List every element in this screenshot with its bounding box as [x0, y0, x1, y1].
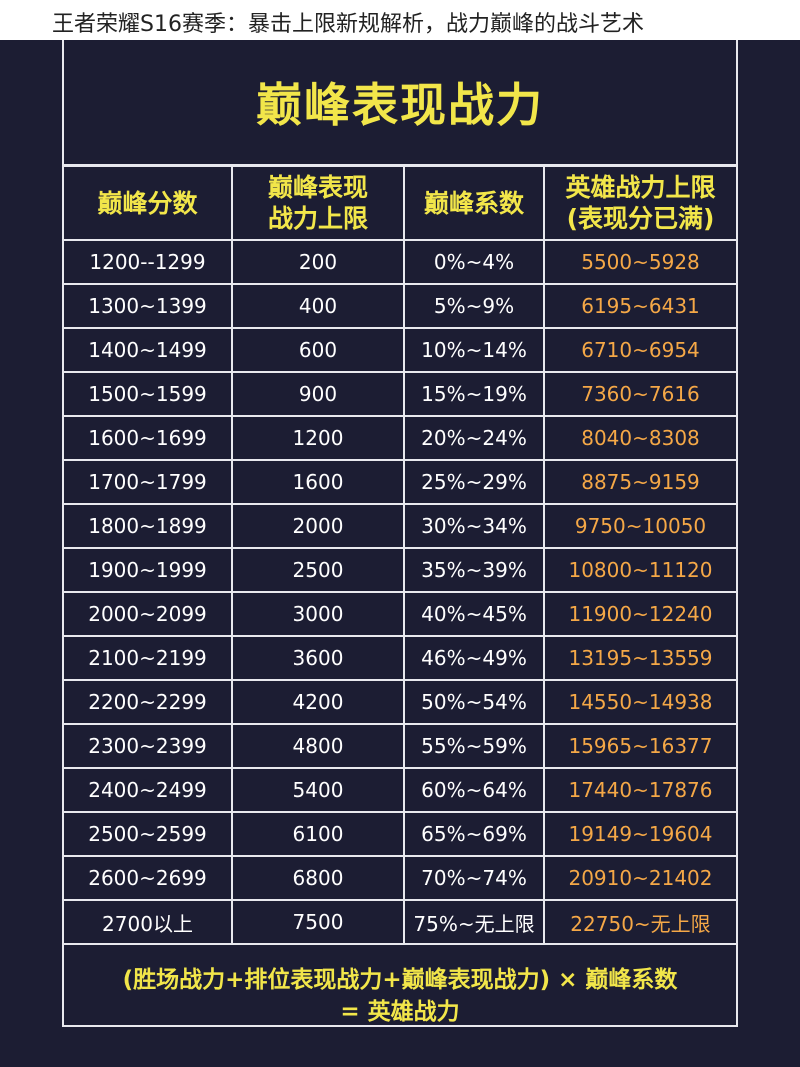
- cell-coefficient: 46%~49%: [403, 635, 545, 681]
- table-row: 1300~1399 400 5%~9% 6195~6431: [64, 283, 736, 329]
- card-title: 巅峰表现战力: [256, 78, 544, 132]
- cell-hero-power-cap: 15965~16377: [543, 723, 736, 769]
- cell-coefficient: 15%~19%: [403, 371, 545, 417]
- cell-hero-power-cap: 9750~10050: [543, 503, 736, 549]
- cell-coefficient: 75%~无上限: [403, 899, 545, 945]
- power-table-card: 巅峰表现战力 巅峰分数 巅峰表现 战力上限 巅峰系数 英雄战力上限 (表现分已满…: [62, 40, 738, 1027]
- table-row: 2400~2499 5400 60%~64% 17440~17876: [64, 767, 736, 813]
- table-row: 2600~2699 6800 70%~74% 20910~21402: [64, 855, 736, 901]
- cell-performance-cap: 2500: [231, 547, 405, 593]
- cell-performance-cap: 4800: [231, 723, 405, 769]
- cell-hero-power-cap: 19149~19604: [543, 811, 736, 857]
- cell-hero-power-cap: 11900~12240: [543, 591, 736, 637]
- cell-performance-cap: 3000: [231, 591, 405, 637]
- header-hero-power-cap-text: 英雄战力上限 (表现分已满): [565, 173, 716, 233]
- cell-hero-power-cap: 5500~5928: [543, 239, 736, 285]
- cell-hero-power-cap: 6195~6431: [543, 283, 736, 329]
- table-row: 1600~1699 1200 20%~24% 8040~8308: [64, 415, 736, 461]
- cell-coefficient: 0%~4%: [403, 239, 545, 285]
- formula-line-2: = 英雄战力: [340, 999, 460, 1025]
- cell-performance-cap: 1200: [231, 415, 405, 461]
- cell-coefficient: 25%~29%: [403, 459, 545, 505]
- cell-performance-cap: 1600: [231, 459, 405, 505]
- cell-peak-score: 2700以上: [64, 899, 233, 945]
- cell-performance-cap: 600: [231, 327, 405, 373]
- cell-peak-score: 2300~2399: [64, 723, 233, 769]
- cell-peak-score: 1200--1299: [64, 239, 233, 285]
- cell-coefficient: 55%~59%: [403, 723, 545, 769]
- cell-performance-cap: 3600: [231, 635, 405, 681]
- power-table: 巅峰分数 巅峰表现 战力上限 巅峰系数 英雄战力上限 (表现分已满) 1200-…: [64, 167, 736, 945]
- cell-coefficient: 35%~39%: [403, 547, 545, 593]
- cell-peak-score: 1600~1699: [64, 415, 233, 461]
- cell-hero-power-cap: 6710~6954: [543, 327, 736, 373]
- cell-peak-score: 2600~2699: [64, 855, 233, 901]
- cell-performance-cap: 200: [231, 239, 405, 285]
- cell-coefficient: 60%~64%: [403, 767, 545, 813]
- cell-peak-score: 1800~1899: [64, 503, 233, 549]
- cell-coefficient: 65%~69%: [403, 811, 545, 857]
- table-row: 2500~2599 6100 65%~69% 19149~19604: [64, 811, 736, 857]
- cell-performance-cap: 6100: [231, 811, 405, 857]
- cell-peak-score: 2000~2099: [64, 591, 233, 637]
- header-peak-score: 巅峰分数: [64, 167, 233, 241]
- caption-title: 王者荣耀S16赛季：暴击上限新规解析，战力巅峰的战斗艺术: [52, 12, 644, 37]
- cell-coefficient: 30%~34%: [403, 503, 545, 549]
- table-row: 1800~1899 2000 30%~34% 9750~10050: [64, 503, 736, 549]
- cell-coefficient: 40%~45%: [403, 591, 545, 637]
- cell-hero-power-cap: 20910~21402: [543, 855, 736, 901]
- cell-peak-score: 2500~2599: [64, 811, 233, 857]
- header-row: 巅峰分数 巅峰表现 战力上限 巅峰系数 英雄战力上限 (表现分已满): [64, 167, 736, 241]
- cell-performance-cap: 5400: [231, 767, 405, 813]
- table-row: 2000~2099 3000 40%~45% 11900~12240: [64, 591, 736, 637]
- table-row: 2200~2299 4200 50%~54% 14550~14938: [64, 679, 736, 725]
- cell-performance-cap: 400: [231, 283, 405, 329]
- cell-peak-score: 1900~1999: [64, 547, 233, 593]
- cell-peak-score: 1500~1599: [64, 371, 233, 417]
- cell-coefficient: 5%~9%: [403, 283, 545, 329]
- table-row: 2100~2199 3600 46%~49% 13195~13559: [64, 635, 736, 681]
- table-row: 2300~2399 4800 55%~59% 15965~16377: [64, 723, 736, 769]
- cell-hero-power-cap: 13195~13559: [543, 635, 736, 681]
- cell-peak-score: 1400~1499: [64, 327, 233, 373]
- title-divider: [64, 164, 736, 167]
- cell-performance-cap: 6800: [231, 855, 405, 901]
- cell-hero-power-cap: 10800~11120: [543, 547, 736, 593]
- cell-peak-score: 2100~2199: [64, 635, 233, 681]
- header-performance-cap: 巅峰表现 战力上限: [231, 167, 405, 241]
- cell-peak-score: 1300~1399: [64, 283, 233, 329]
- cell-hero-power-cap: 17440~17876: [543, 767, 736, 813]
- cell-hero-power-cap: 14550~14938: [543, 679, 736, 725]
- caption-bar: 王者荣耀S16赛季：暴击上限新规解析，战力巅峰的战斗艺术: [0, 0, 800, 40]
- table-row: 1400~1499 600 10%~14% 6710~6954: [64, 327, 736, 373]
- table-row: 1700~1799 1600 25%~29% 8875~9159: [64, 459, 736, 505]
- header-peak-score-text: 巅峰分数: [97, 188, 198, 218]
- cell-hero-power-cap: 7360~7616: [543, 371, 736, 417]
- formula-note: (胜场战力+排位表现战力+巅峰表现战力) × 巅峰系数 = 英雄战力: [64, 952, 736, 1025]
- cell-hero-power-cap: 8875~9159: [543, 459, 736, 505]
- cell-coefficient: 70%~74%: [403, 855, 545, 901]
- table-row: 1200--1299 200 0%~4% 5500~5928: [64, 239, 736, 285]
- header-hero-power-cap: 英雄战力上限 (表现分已满): [543, 167, 736, 241]
- cell-hero-power-cap: 8040~8308: [543, 415, 736, 461]
- cell-peak-score: 2200~2299: [64, 679, 233, 725]
- cell-coefficient: 50%~54%: [403, 679, 545, 725]
- formula-line-1: (胜场战力+排位表现战力+巅峰表现战力) × 巅峰系数: [122, 967, 678, 993]
- cell-coefficient: 10%~14%: [403, 327, 545, 373]
- header-coefficient: 巅峰系数: [403, 167, 545, 241]
- cell-peak-score: 2400~2499: [64, 767, 233, 813]
- cell-hero-power-cap: 22750~无上限: [543, 899, 736, 945]
- header-performance-cap-text: 巅峰表现 战力上限: [267, 173, 368, 233]
- table-row: 1500~1599 900 15%~19% 7360~7616: [64, 371, 736, 417]
- header-coefficient-text: 巅峰系数: [423, 188, 524, 218]
- cell-performance-cap: 4200: [231, 679, 405, 725]
- cell-peak-score: 1700~1799: [64, 459, 233, 505]
- table-row: 2700以上 7500 75%~无上限 22750~无上限: [64, 899, 736, 945]
- table-row: 1900~1999 2500 35%~39% 10800~11120: [64, 547, 736, 593]
- table-body: 1200--1299 200 0%~4% 5500~5928 1300~1399 400 5…: [64, 239, 736, 945]
- cell-performance-cap: 7500: [231, 899, 405, 945]
- cell-performance-cap: 2000: [231, 503, 405, 549]
- cell-coefficient: 20%~24%: [403, 415, 545, 461]
- cell-performance-cap: 900: [231, 371, 405, 417]
